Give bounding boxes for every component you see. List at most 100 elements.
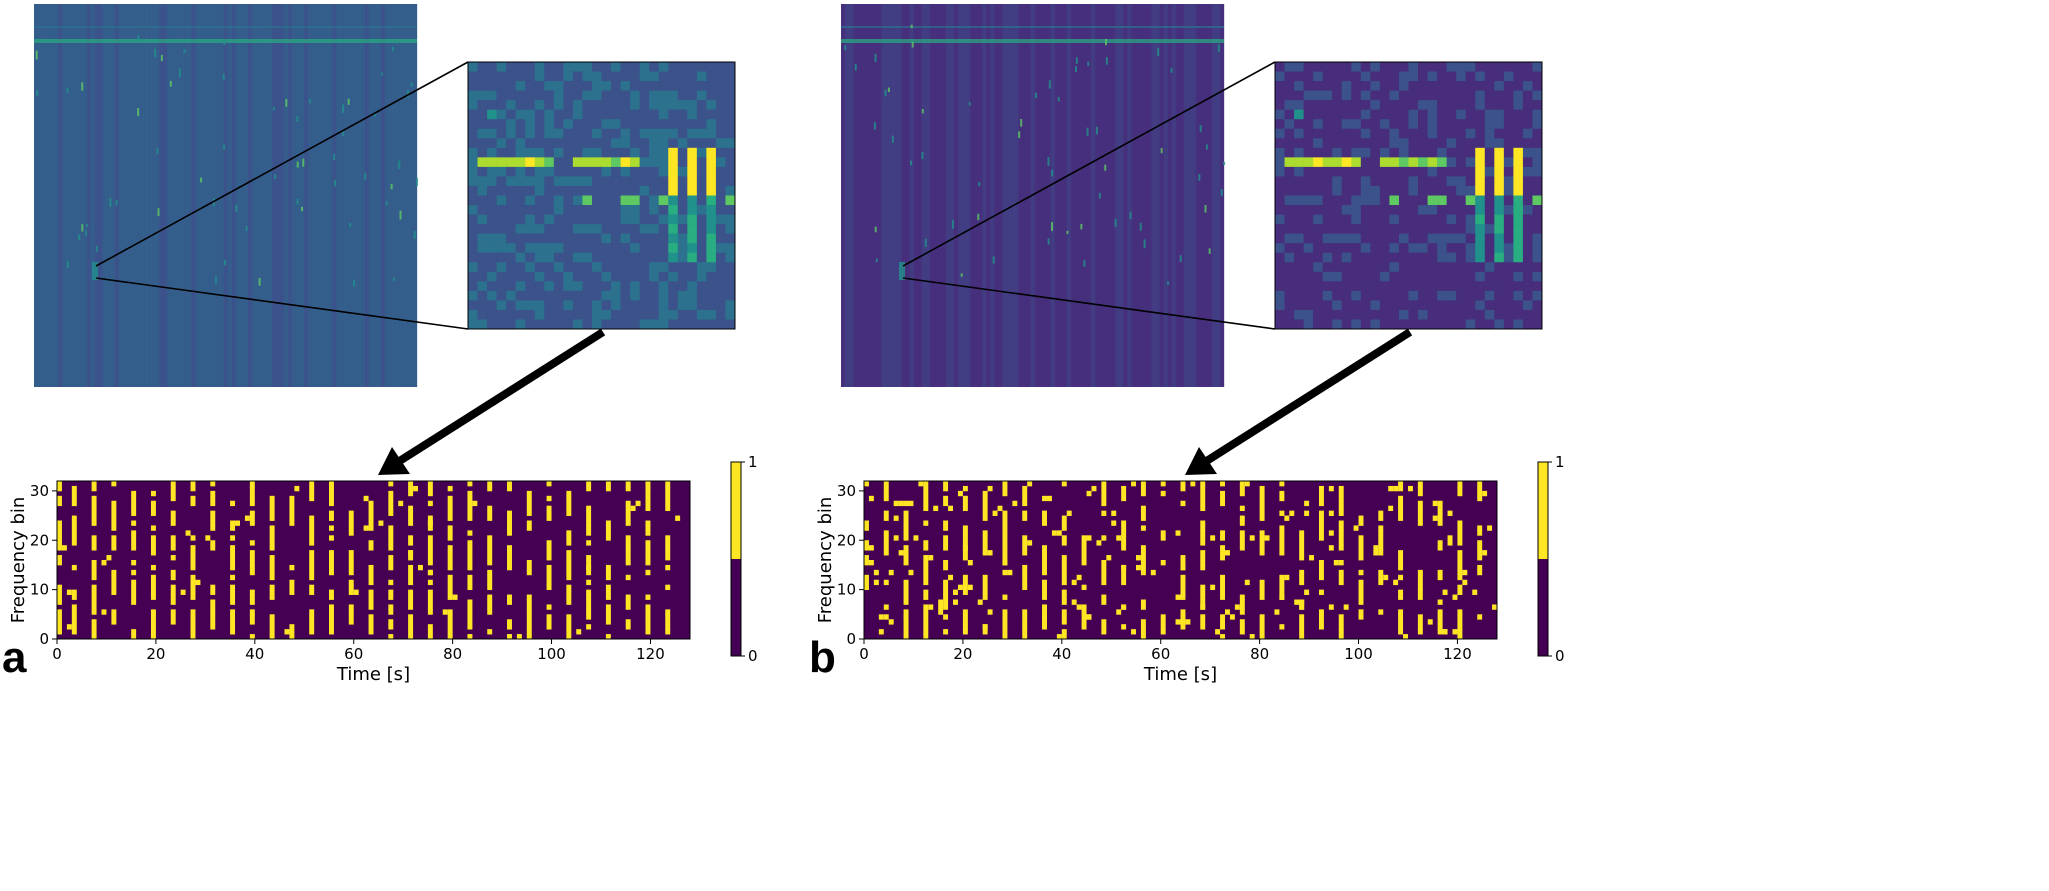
heatmap-active-cell bbox=[447, 510, 453, 516]
heatmap-active-cell bbox=[982, 579, 988, 586]
heatmap-active-cell bbox=[1180, 500, 1186, 507]
heatmap-active-cell bbox=[625, 555, 631, 561]
heatmap-active-cell bbox=[645, 614, 651, 620]
heatmap-active-cell bbox=[467, 540, 473, 546]
heatmap-active-cell bbox=[150, 525, 156, 531]
heatmap-active-cell bbox=[1180, 624, 1186, 630]
heatmap-active-cell bbox=[368, 525, 374, 531]
x-tick-label: 120 bbox=[636, 645, 665, 663]
heatmap-active-cell bbox=[66, 624, 72, 630]
heatmap-active-cell bbox=[962, 495, 968, 502]
heatmap-active-cell bbox=[368, 589, 374, 595]
heatmap-active-cell bbox=[487, 481, 493, 487]
heatmap-active-cell bbox=[1022, 550, 1028, 556]
heatmap-active-cell bbox=[418, 564, 423, 571]
heatmap-active-cell bbox=[625, 540, 631, 546]
heatmap-active-cell bbox=[1279, 481, 1285, 487]
heatmap-active-cell bbox=[1284, 574, 1290, 581]
heatmap-active-cell bbox=[1121, 495, 1127, 502]
heatmap-active-cell bbox=[210, 490, 216, 497]
heatmap-active-cell bbox=[1220, 490, 1226, 497]
heatmap-active-cell bbox=[1061, 481, 1067, 487]
heatmap-active-cell bbox=[526, 520, 532, 526]
heatmap-active-cell bbox=[625, 619, 631, 625]
heatmap-active-cell bbox=[1318, 614, 1324, 620]
heatmap-active-cell bbox=[170, 574, 176, 581]
heatmap-active-cell bbox=[566, 599, 572, 605]
heatmap-active-cell bbox=[903, 579, 909, 586]
heatmap-active-cell bbox=[71, 525, 77, 531]
heatmap-active-cell bbox=[1101, 535, 1107, 541]
heatmap-active-cell bbox=[630, 505, 636, 512]
heatmap-active-cell bbox=[1061, 569, 1067, 576]
heatmap-active-cell bbox=[131, 594, 137, 600]
heatmap-active-cell bbox=[388, 505, 394, 512]
heatmap-active-cell bbox=[1259, 505, 1265, 512]
heatmap-active-cell bbox=[1398, 481, 1404, 487]
heatmap-active-cell bbox=[1220, 624, 1226, 630]
heatmap-active-cell bbox=[1200, 490, 1206, 497]
heatmap-active-cell bbox=[249, 481, 255, 487]
heatmap-active-cell bbox=[507, 599, 512, 605]
heatmap-active-cell bbox=[903, 545, 909, 551]
heatmap-active-cell bbox=[348, 569, 354, 576]
heatmap-active-cell bbox=[190, 579, 196, 586]
heatmap-active-cell bbox=[91, 540, 97, 546]
heatmap-active-cell bbox=[71, 594, 77, 600]
heatmap-active-cell bbox=[1338, 495, 1344, 502]
heatmap-active-cell bbox=[645, 545, 651, 551]
heatmap-active-cell bbox=[294, 485, 300, 492]
heatmap-active-cell bbox=[1200, 624, 1206, 630]
heatmap-active-cell bbox=[1140, 490, 1146, 497]
heatmap-active-cell bbox=[1239, 505, 1245, 512]
x-tick-label: 100 bbox=[1344, 645, 1373, 663]
heatmap-active-cell bbox=[388, 540, 394, 546]
spectrogram-texture bbox=[34, 4, 418, 387]
heatmap-active-cell bbox=[923, 589, 929, 595]
heatmap-active-cell bbox=[269, 634, 275, 640]
y-axis-label: Frequency bin bbox=[8, 497, 29, 624]
heatmap-active-cell bbox=[170, 520, 176, 526]
heatmap-active-cell bbox=[348, 589, 354, 595]
x-tick-label: 0 bbox=[859, 645, 869, 663]
heatmap-active-cell bbox=[1427, 619, 1433, 625]
heatmap-active-cell bbox=[1081, 560, 1087, 566]
heatmap-active-cell bbox=[289, 634, 295, 640]
heatmap-active-cell bbox=[1477, 495, 1483, 502]
heatmap-active-cell bbox=[923, 569, 929, 576]
heatmap-active-cell bbox=[982, 490, 988, 497]
heatmap-active-cell bbox=[447, 629, 453, 635]
heatmap-active-cell bbox=[368, 545, 374, 551]
heatmap-active-cell bbox=[1482, 550, 1488, 556]
heatmap-active-cell bbox=[269, 619, 275, 625]
heatmap-active-cell bbox=[91, 520, 97, 526]
heatmap-active-cell bbox=[230, 500, 236, 507]
heatmap-active-cell bbox=[1022, 535, 1028, 541]
heatmap-active-cell bbox=[1398, 619, 1404, 625]
heatmap-active-cell bbox=[1457, 624, 1463, 630]
heatmap-active-cell bbox=[1131, 629, 1136, 635]
heatmap-active-cell bbox=[328, 560, 334, 566]
heatmap-active-cell bbox=[883, 530, 889, 536]
heatmap-active-cell bbox=[903, 520, 909, 526]
heatmap-active-cell bbox=[1304, 589, 1310, 595]
zoom-connector-bottom bbox=[902, 277, 1276, 330]
heatmap-active-cell bbox=[883, 481, 889, 487]
heatmap-active-cell bbox=[1299, 599, 1305, 605]
heatmap-active-cell bbox=[91, 619, 97, 625]
heatmap-active-cell bbox=[57, 535, 62, 541]
colorbar-bottom bbox=[1538, 559, 1548, 656]
heatmap-active-cell bbox=[71, 540, 77, 546]
heatmap-active-cell bbox=[943, 500, 949, 507]
colorbar-top bbox=[731, 462, 741, 559]
heatmap-active-cell bbox=[269, 540, 275, 546]
heatmap-active-cell bbox=[71, 564, 77, 571]
heatmap-active-cell bbox=[625, 560, 631, 566]
heatmap-active-cell bbox=[309, 495, 315, 502]
heatmap-active-cell bbox=[57, 589, 62, 595]
heatmap-active-cell bbox=[1220, 619, 1226, 625]
heatmap-active-cell bbox=[1318, 520, 1324, 526]
heatmap-active-cell bbox=[71, 490, 77, 497]
heatmap-active-cell bbox=[210, 604, 216, 610]
heatmap-active-cell bbox=[1299, 614, 1305, 620]
